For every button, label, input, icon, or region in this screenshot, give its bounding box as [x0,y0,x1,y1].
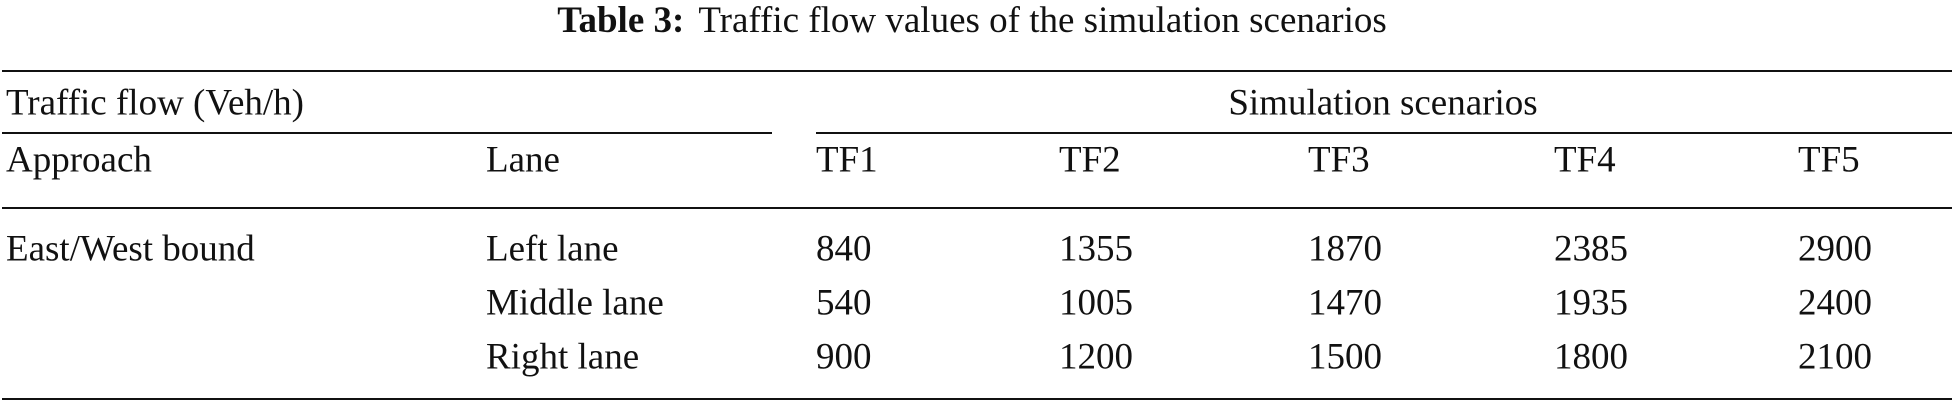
column-header: TF5 [1798,139,1860,180]
column-header: TF3 [1308,139,1370,180]
caption-label: Table 3: [557,0,684,41]
lane-cell: Middle lane [486,282,664,323]
value-cell: 1355 [1059,228,1133,269]
col-group-header: Simulation scenarios [1228,82,1537,123]
value-cell: 1005 [1059,282,1133,323]
value-cell: 2385 [1554,228,1628,269]
approach-cell: East/West bound [6,228,255,269]
value-cell: 2100 [1798,336,1872,377]
value-cell: 1500 [1308,336,1382,377]
value-cell: 1870 [1308,228,1382,269]
caption: Table 3: Traffic flow values of the simul… [557,0,1387,41]
column-header: Lane [486,139,560,180]
row-group-header: Traffic flow (Veh/h) [6,82,304,123]
value-cell: 1470 [1308,282,1382,323]
column-header: TF1 [816,139,878,180]
value-cell: 540 [816,282,872,323]
value-cell: 2900 [1798,228,1872,269]
value-cell: 900 [816,336,872,377]
value-cell: 1935 [1554,282,1628,323]
column-header: TF4 [1554,139,1616,180]
lane-cell: Left lane [486,228,619,269]
column-header: TF2 [1059,139,1121,180]
lane-cell: Right lane [486,336,639,377]
value-cell: 1200 [1059,336,1133,377]
caption-text: Traffic flow values of the simulation sc… [698,0,1386,41]
value-cell: 2400 [1798,282,1872,323]
value-cell: 1800 [1554,336,1628,377]
column-header: Approach [6,139,152,180]
value-cell: 840 [816,228,872,269]
